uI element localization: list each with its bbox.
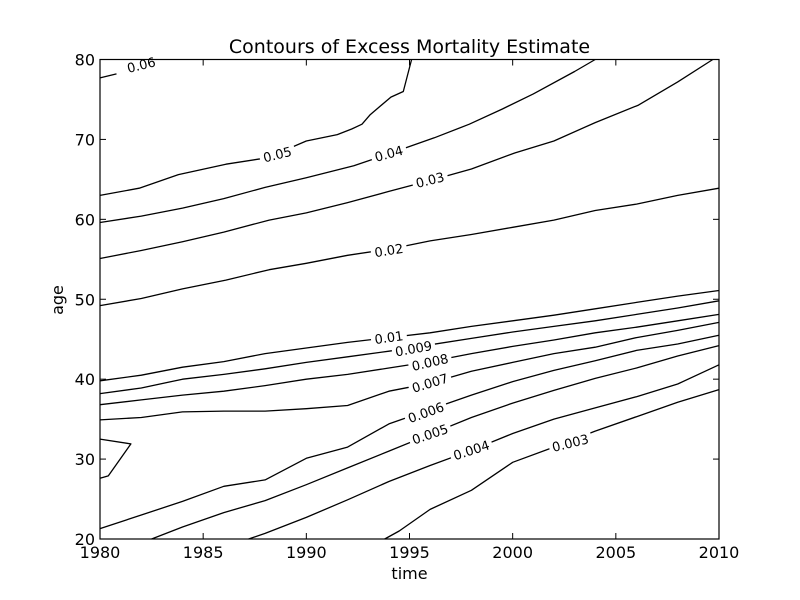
contour-label-knockout — [448, 435, 495, 465]
x-tick-label: 1990 — [286, 543, 327, 562]
contour-label-0.007: 0.007 — [410, 372, 450, 397]
y-tick-label: 70 — [75, 130, 95, 149]
x-tick-label: 1985 — [183, 543, 224, 562]
contour-label-knockout — [369, 141, 409, 167]
contour-label-knockout — [406, 419, 454, 449]
x-tick-label: 2005 — [595, 543, 636, 562]
contour-line-0.04 — [99, 58, 596, 224]
y-tick-label: 80 — [75, 51, 95, 70]
contour-label-0.03: 0.03 — [414, 170, 446, 192]
contour-label-0.01: 0.01 — [374, 329, 405, 348]
contour-line-0.01 — [99, 289, 720, 382]
contour-line-0.03 — [99, 58, 714, 260]
contour-label-group: 0.02 — [369, 239, 408, 262]
contour-label-0.009: 0.009 — [394, 339, 433, 360]
contour-line-closed-13 — [99, 438, 132, 479]
contour-line-0.02 — [99, 187, 720, 307]
y-tick-label: 40 — [75, 370, 95, 389]
contour-label-0.06: 0.06 — [126, 55, 158, 77]
contour-line-0.06 — [99, 73, 117, 79]
contour-lines — [99, 58, 720, 540]
contour-label-group: 0.009 — [390, 337, 437, 361]
contour-label-knockout — [402, 397, 450, 428]
contour-label-group: 0.03 — [410, 168, 450, 193]
contour-label-group: 0.01 — [369, 327, 408, 349]
contour-label-group: 0.05 — [257, 142, 297, 167]
contour-label-knockout — [407, 349, 454, 376]
y-tick-label: 50 — [75, 290, 95, 309]
contour-label-group: 0.003 — [547, 430, 594, 457]
contour-label-knockout — [369, 327, 408, 349]
y-tick-label: 60 — [75, 210, 95, 229]
contour-label-knockout — [547, 430, 594, 457]
contour-label-knockout — [257, 142, 297, 167]
y-tick-label: 30 — [75, 450, 95, 469]
contour-line-0.05 — [99, 59, 413, 197]
y-tick-label: 20 — [75, 530, 95, 549]
x-tick-label: 2000 — [492, 543, 533, 562]
plot-frame — [99, 58, 720, 540]
contour-label-0.003: 0.003 — [551, 432, 591, 456]
contour-label-group: 0.04 — [369, 141, 409, 167]
contour-label-knockout — [369, 239, 408, 262]
contour-label-knockout — [407, 369, 454, 398]
contour-label-knockout — [410, 168, 450, 193]
contour-label-0.02: 0.02 — [374, 242, 405, 261]
contour-labels: 0.060.05 0.040.030.020.010.0090.0080.0070… — [121, 52, 594, 465]
x-tick-label: 2010 — [699, 543, 740, 562]
contour-label-group: 0.004 — [448, 435, 495, 465]
contour-label-0.04: 0.04 — [373, 144, 405, 166]
contour-line-0.003 — [384, 388, 720, 540]
x-axis-label: time — [391, 564, 427, 583]
contour-label-0.05: 0.05 — [262, 145, 294, 167]
contour-label-knockout — [390, 337, 437, 361]
y-axis-label: age — [48, 285, 67, 315]
x-tick-label: 1980 — [80, 543, 121, 562]
x-tick-label: 1995 — [389, 543, 430, 562]
axis-ticks: 1980 1985 1990 1995 2000 2005 2010 20 30 40 50 60 70… — [75, 51, 740, 563]
chart-title: Contours of Excess Mortality Estimate — [229, 36, 590, 58]
contour-label-group: 0.06 — [121, 52, 161, 78]
